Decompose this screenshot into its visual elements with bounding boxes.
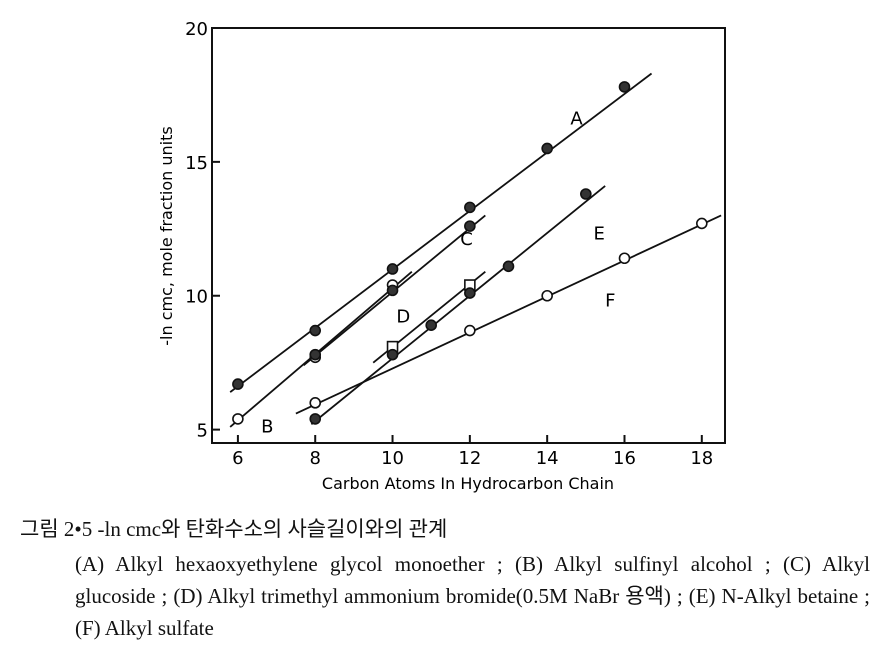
series-label-E: E xyxy=(594,224,605,245)
data-point-B xyxy=(232,413,244,425)
series-label-C: C xyxy=(460,229,473,250)
data-point-E xyxy=(425,319,437,331)
data-point-F xyxy=(696,217,708,230)
chart: 6 8 10 12 14 16 18 5 10 15 20 A B C D E F Carbon Atoms … xyxy=(157,19,726,493)
data-point-F xyxy=(618,252,631,265)
data-point-C xyxy=(464,220,476,232)
plot-frame xyxy=(211,27,726,444)
data-point-A xyxy=(309,324,322,337)
series-label-A: A xyxy=(570,108,583,129)
series-line-F xyxy=(295,214,722,415)
series-label-B: B xyxy=(261,416,273,437)
data-point-E xyxy=(502,260,515,273)
data-point-F xyxy=(464,324,476,337)
data-point-C xyxy=(386,284,399,297)
series-label-D: D xyxy=(396,307,410,328)
x-axis-label: Carbon Atoms In Hydrocarbon Chain xyxy=(322,474,614,493)
data-point-A xyxy=(464,201,476,214)
y-tick-label: 15 xyxy=(185,153,208,174)
data-point-E xyxy=(464,287,476,299)
x-tick-label: 18 xyxy=(690,448,713,469)
x-tick-label: 16 xyxy=(613,448,636,469)
figure-caption-body: (A) Alkyl hexaoxyethylene glycol monoeth… xyxy=(75,552,870,640)
x-tick-label: 10 xyxy=(381,448,404,469)
data-point-A xyxy=(232,378,244,390)
y-tick-label: 20 xyxy=(185,19,208,40)
data-point-A xyxy=(618,81,631,93)
y-axis-label: -ln cmc, mole fraction units xyxy=(157,126,176,345)
data-point-E xyxy=(309,413,322,425)
data-point-E xyxy=(386,348,399,361)
x-tick-label: 6 xyxy=(232,448,243,469)
data-point-C xyxy=(309,348,322,361)
series-label-F: F xyxy=(605,290,615,311)
y-tick-label: 5 xyxy=(197,421,208,442)
x-tick-label: 8 xyxy=(309,448,320,469)
series-line-B xyxy=(229,270,413,428)
data-point-F xyxy=(541,289,553,302)
y-tick-label: 10 xyxy=(185,287,208,308)
x-tick-label: 12 xyxy=(458,448,481,469)
data-point-A xyxy=(541,142,553,155)
data-point-F xyxy=(309,397,322,409)
figure-caption-title: 그림 2•5 -ln cmc와 탄화수소의 사슬길이와의 관계 xyxy=(20,517,448,541)
series-line-E xyxy=(310,185,606,425)
data-point-A xyxy=(386,263,399,275)
series-line-A xyxy=(229,72,653,393)
x-tick-label: 14 xyxy=(536,448,559,469)
data-point-E xyxy=(580,188,592,200)
